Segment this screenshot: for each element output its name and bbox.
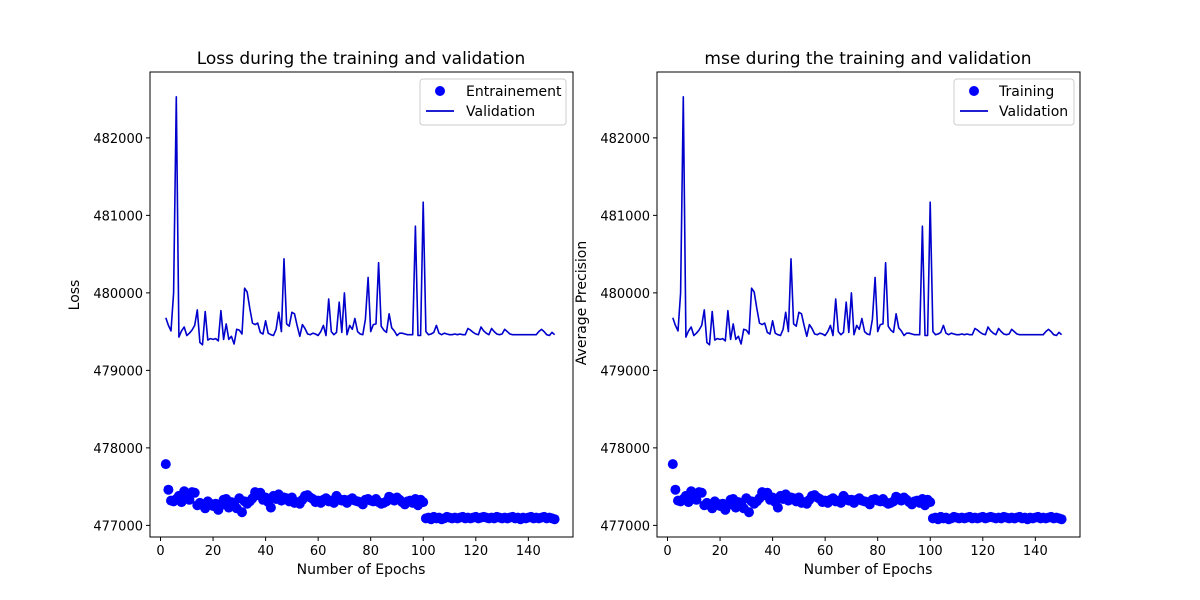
loss-training-point — [189, 487, 200, 498]
loss-y-tick-label: 478000 — [93, 442, 143, 457]
loss-x-tick-label: 60 — [310, 544, 327, 559]
mse-x-tick-label: 140 — [1023, 544, 1048, 559]
mse-training-point — [744, 507, 754, 518]
mse-training-point — [696, 487, 707, 498]
mse-x-tick-label: 60 — [817, 544, 834, 559]
loss-y-tick-label: 481000 — [93, 209, 143, 224]
loss-x-tick-label: 20 — [205, 544, 222, 559]
mse-legend-training-marker — [969, 86, 979, 96]
loss-chart-plot-area: 0 20 40 60 80 100 120 140 477000 478000 479000 4800… — [93, 71, 574, 559]
mse-y-tick-label: 480000 — [600, 287, 650, 302]
loss-y-tick-label: 479000 — [93, 364, 143, 379]
loss-legend-training-label: Entrainement — [466, 84, 562, 100]
loss-x-tick-label: 100 — [411, 544, 436, 559]
mse-y-tick-label: 482000 — [600, 132, 650, 147]
mse-y-tick-label: 481000 — [600, 209, 650, 224]
mse-training-point — [925, 497, 936, 508]
mse-x-tick-label: 20 — [712, 544, 729, 559]
mse-y-tick-label: 479000 — [600, 364, 650, 379]
mse-y-tick-label: 478000 — [600, 442, 650, 457]
loss-x-tick-label: 0 — [156, 544, 164, 559]
loss-validation-line — [165, 96, 556, 346]
loss-chart-panel: Loss during the training and validation … — [67, 49, 574, 578]
mse-chart-legend: Training Validation — [953, 78, 1075, 126]
mse-training-point — [691, 494, 702, 505]
loss-training-point — [549, 514, 560, 525]
mse-chart-plot-area: 0 20 40 60 80 100 120 140 477000 478000 479000 4800… — [600, 71, 1081, 559]
mse-legend-training-label: Training — [998, 84, 1054, 100]
mse-chart-legend-box — [953, 78, 1075, 126]
mse-x-tick-label: 0 — [663, 544, 671, 559]
loss-chart-legend-box — [419, 78, 567, 126]
loss-training-point — [160, 459, 171, 470]
loss-y-tick-label: 482000 — [93, 132, 143, 147]
loss-chart-x-axis-label: Number of Epochs — [297, 562, 426, 578]
loss-y-tick-label: 477000 — [93, 519, 143, 534]
loss-chart-y-axis-label: Loss — [67, 280, 83, 311]
loss-chart-title: Loss during the training and validation — [197, 49, 526, 69]
loss-y-tick-label: 480000 — [93, 287, 143, 302]
mse-x-tick-label: 120 — [970, 544, 995, 559]
mse-chart-x-axis-label: Number of Epochs — [804, 562, 933, 578]
mse-chart-panel: mse during the training and validation 0… — [574, 49, 1081, 578]
mse-chart-y-axis-label: Average Precision — [574, 241, 590, 365]
loss-training-point — [163, 484, 174, 495]
mse-x-tick-label: 40 — [764, 544, 781, 559]
mse-validation-line — [672, 96, 1063, 346]
mse-training-point — [772, 502, 783, 513]
mse-training-point — [1056, 514, 1067, 525]
loss-training-point — [265, 502, 276, 513]
loss-training-point — [418, 497, 429, 508]
loss-legend-validation-label: Validation — [466, 104, 535, 120]
mse-x-tick-label: 100 — [918, 544, 943, 559]
loss-chart-legend: Entrainement Validation — [419, 78, 567, 126]
mse-axes-frame — [656, 71, 1081, 538]
loss-x-tick-label: 140 — [516, 544, 541, 559]
loss-training-point — [237, 507, 247, 518]
mse-x-tick-label: 80 — [869, 544, 886, 559]
loss-axes-frame — [149, 71, 574, 538]
loss-x-tick-label: 120 — [463, 544, 488, 559]
mse-training-point — [667, 459, 678, 470]
mse-y-tick-label: 477000 — [600, 519, 650, 534]
mse-chart-title: mse during the training and validation — [704, 49, 1031, 69]
mse-training-point — [670, 484, 681, 495]
loss-x-tick-label: 80 — [362, 544, 379, 559]
loss-x-tick-label: 40 — [257, 544, 274, 559]
loss-legend-training-marker — [435, 86, 445, 96]
loss-training-point — [184, 494, 195, 505]
mse-legend-validation-label: Validation — [999, 104, 1068, 120]
